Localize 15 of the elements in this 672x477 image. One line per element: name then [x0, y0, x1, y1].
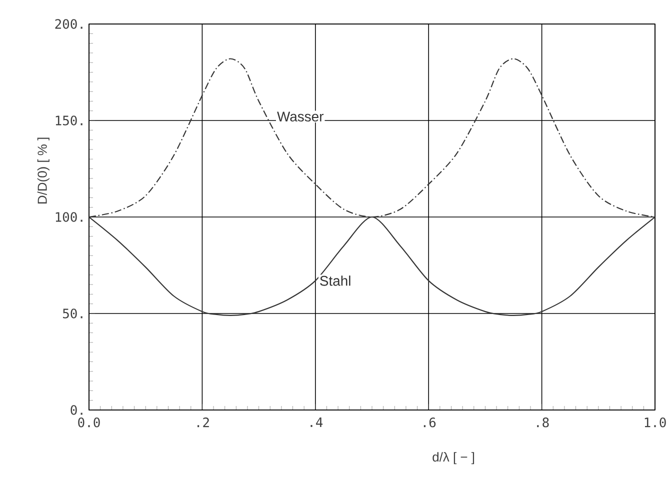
y-tick-label: 0.: [70, 405, 82, 415]
series-label: Stahl: [320, 276, 350, 286]
x-axis-title: d/λ [ − ]: [432, 452, 474, 464]
x-tick-label: .8: [537, 418, 549, 428]
y-axis-title: D/D(0) [ % ]: [37, 138, 50, 204]
series-label: Wasser: [277, 112, 324, 122]
y-tick-label: 50.: [62, 308, 82, 318]
x-tick-label: 1.0: [644, 418, 666, 428]
x-tick-label: .6: [424, 418, 436, 428]
x-tick-label: .4: [310, 418, 323, 427]
y-tick-label: 200.: [55, 19, 82, 29]
x-tick-label: .2: [198, 418, 209, 428]
x-tick-label: 0.0: [78, 418, 100, 428]
y-tick-label: 100.: [56, 212, 82, 222]
y-tick-label: 150.: [56, 116, 82, 126]
